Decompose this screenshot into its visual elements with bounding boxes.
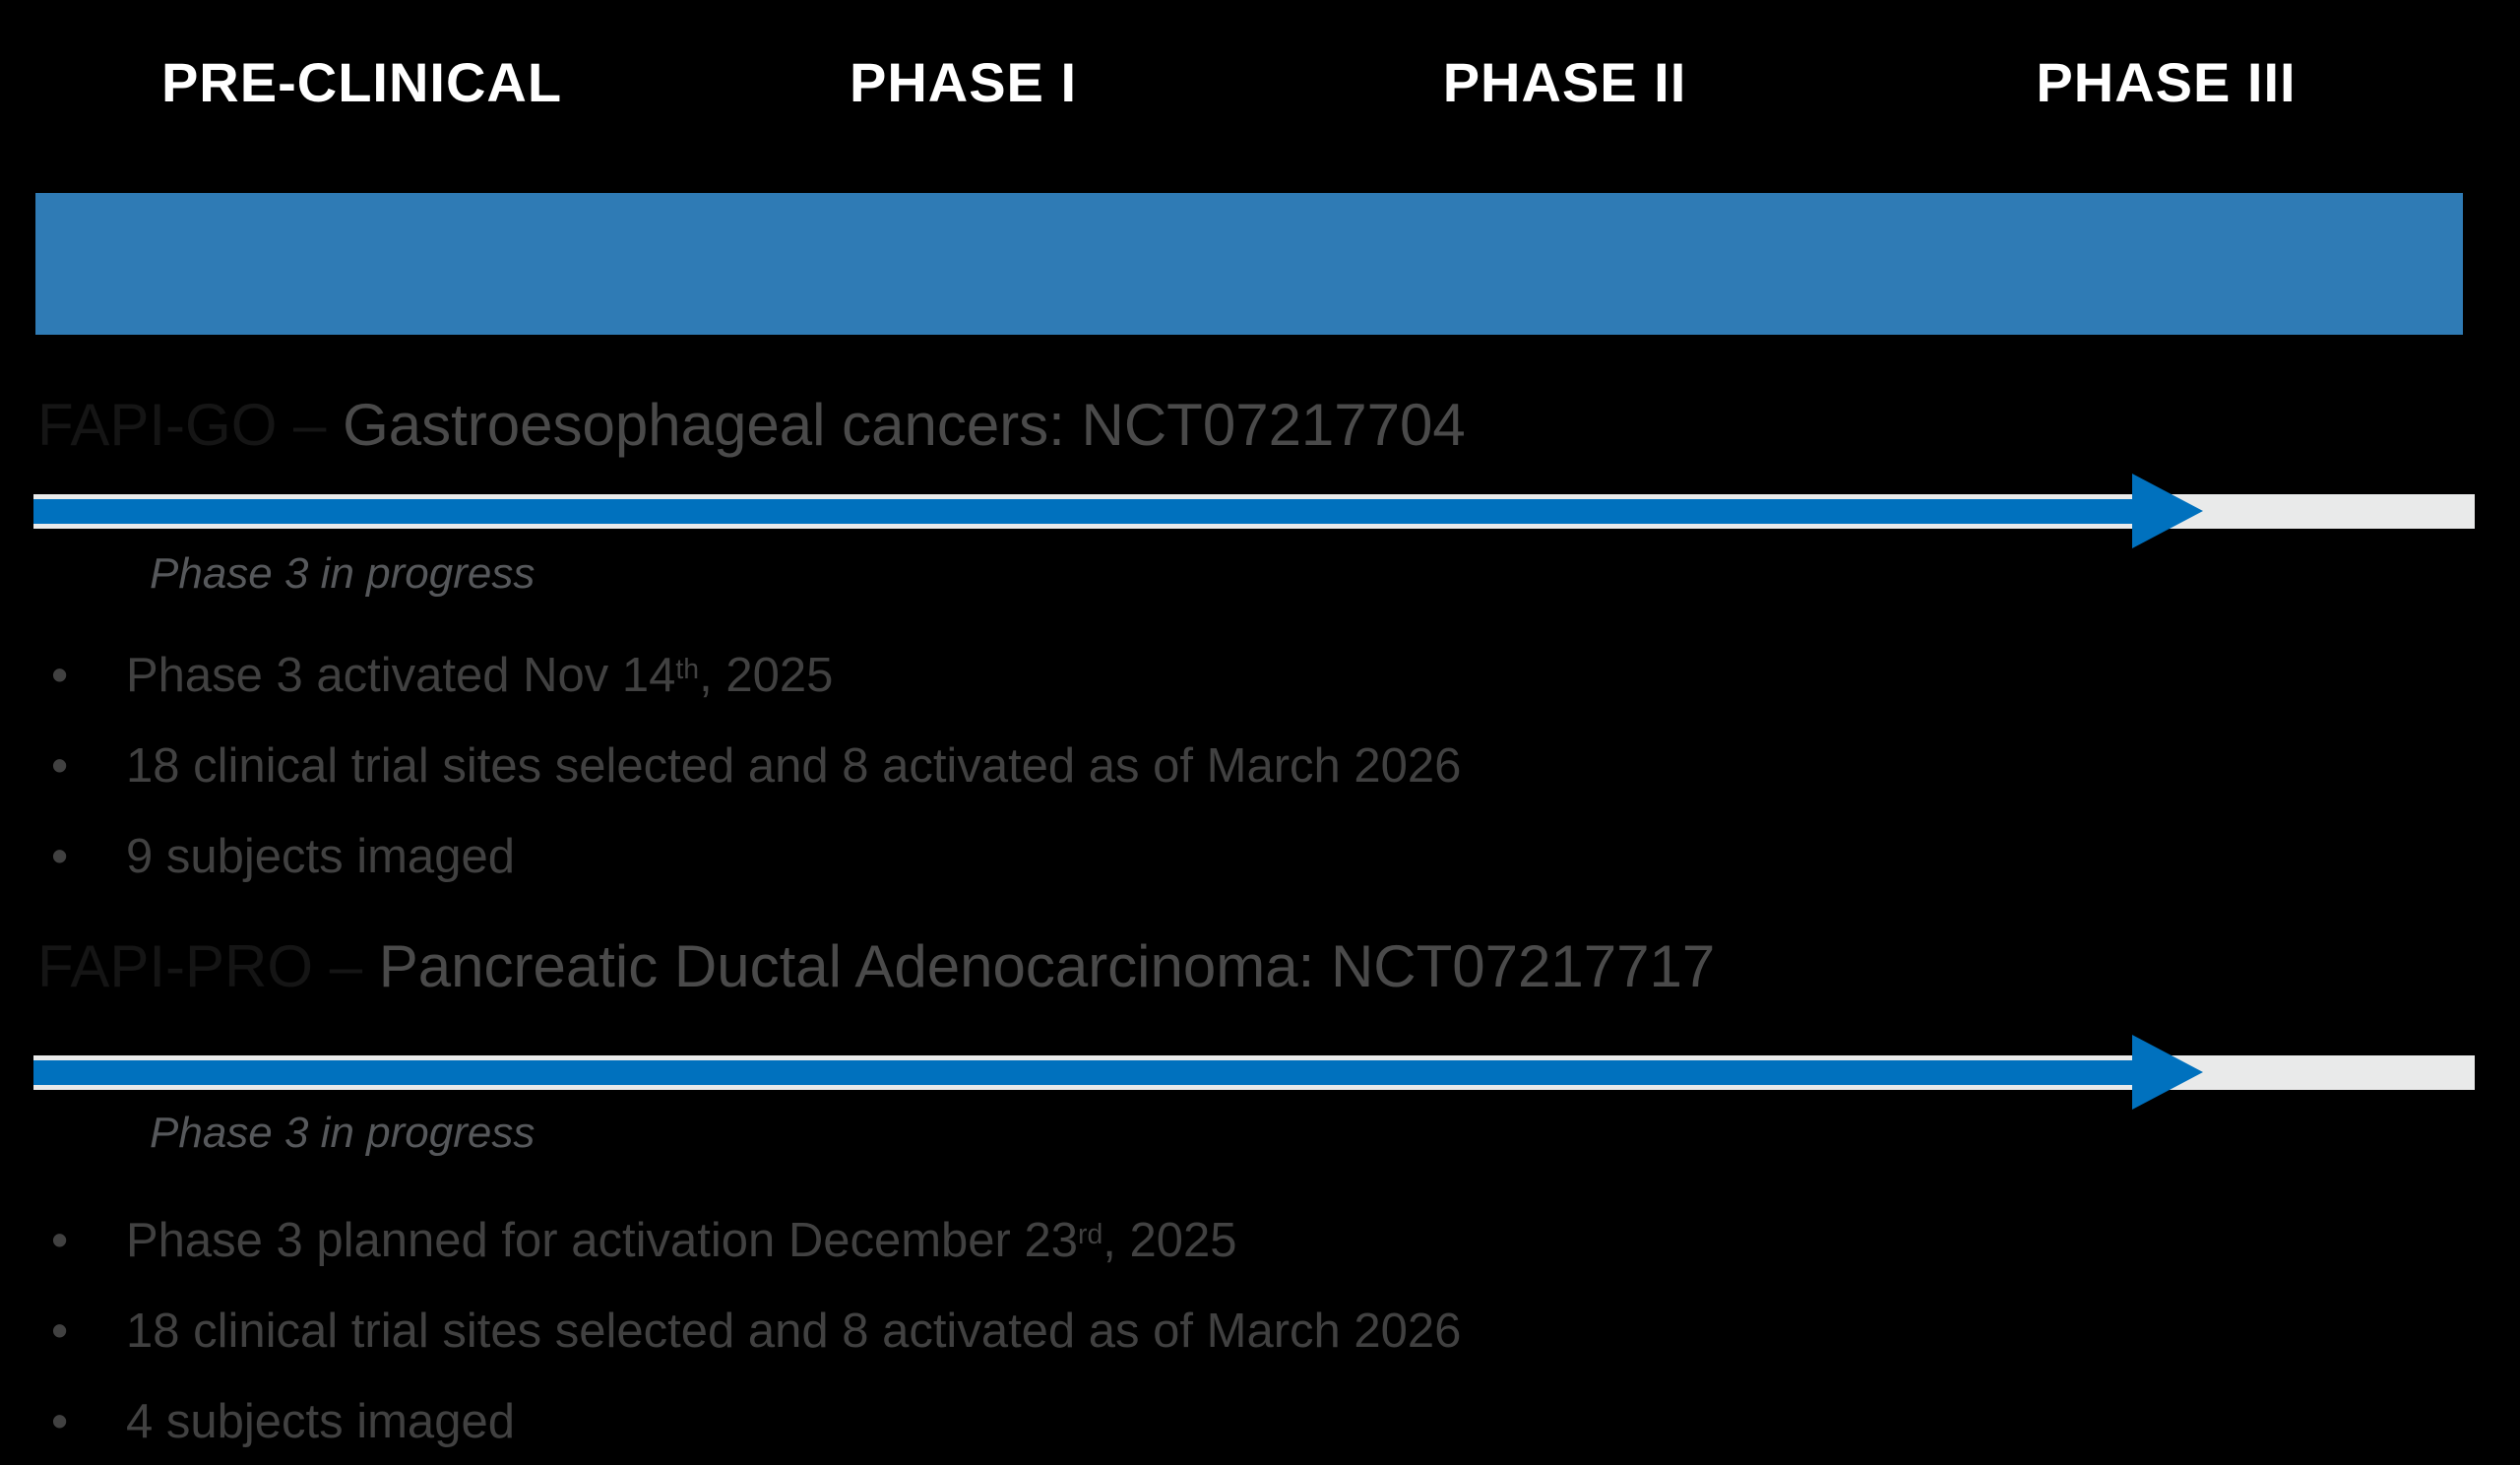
list-item: • 18 clinical trial sites selected and 8 … — [35, 725, 1461, 815]
timeline-arrowhead-icon — [2132, 474, 2203, 548]
timeline-arrow-shaft — [33, 1060, 2132, 1085]
ordinal-suffix: th — [675, 654, 700, 686]
bullet-icon: • — [51, 1214, 69, 1267]
list-item: • Phase 3 activated Nov 14th, 2025 — [35, 634, 1461, 725]
bullet-text: Phase 3 activated Nov 14 — [126, 649, 676, 702]
program-name: FAPI-PRO – — [37, 933, 379, 999]
bullet-icon: • — [51, 649, 69, 702]
bullet-text: 18 clinical trial sites selected and 8 a… — [126, 1305, 1462, 1358]
phase-label-phase1: PHASE I — [849, 51, 1078, 113]
bullet-icon: • — [51, 1305, 69, 1358]
bullet-icon: • — [51, 739, 69, 793]
section-title-fapi-go: FAPI-GO – Gastroesophageal cancers: NCT0… — [37, 390, 1466, 461]
bullet-text: 9 subjects imaged — [126, 830, 515, 883]
bullet-icon: • — [51, 830, 69, 883]
bullet-list-fapi-pro: • Phase 3 planned for activation December… — [35, 1199, 1461, 1465]
phase-header-bar — [35, 193, 2463, 335]
list-item: • 4 subjects imaged — [35, 1380, 1461, 1465]
bullet-text: 18 clinical trial sites selected and 8 a… — [126, 739, 1462, 793]
list-item: • 18 clinical trial sites selected and 8 … — [35, 1290, 1461, 1380]
phase-header-row: PRE-CLINICAL PHASE I PHASE II PHASE III — [61, 51, 2467, 114]
list-item: • 9 subjects imaged — [35, 815, 1461, 906]
list-item: • Phase 3 planned for activation December… — [35, 1199, 1461, 1290]
ordinal-suffix: rd — [1077, 1219, 1103, 1251]
timeline-arrowhead-icon — [2132, 1035, 2203, 1110]
phase-label-phase2: PHASE II — [1442, 51, 1687, 113]
status-label: Phase 3 in progress — [150, 1109, 536, 1157]
phase-label-preclinical: PRE-CLINICAL — [160, 51, 563, 113]
bullet-list-fapi-go: • Phase 3 activated Nov 14th, 2025 • 18 cl… — [35, 634, 1461, 906]
bullet-text: 4 subjects imaged — [126, 1395, 515, 1448]
bullet-text-tail: , 2025 — [699, 649, 834, 702]
program-indication: Pancreatic Ductal Adenocarcinoma: NCT072… — [378, 933, 1716, 999]
program-name: FAPI-GO – — [37, 392, 344, 458]
timeline-arrow-shaft — [33, 499, 2132, 524]
bullet-text-tail: , 2025 — [1102, 1214, 1237, 1267]
program-indication: Gastroesophageal cancers: NCT07217704 — [343, 392, 1466, 458]
section-title-fapi-pro: FAPI-PRO – Pancreatic Ductal Adenocarcin… — [37, 931, 1715, 1002]
bullet-text: Phase 3 planned for activation December … — [126, 1214, 1078, 1267]
bullet-icon: • — [51, 1395, 69, 1448]
status-label: Phase 3 in progress — [150, 549, 536, 598]
phase-label-phase3: PHASE III — [2036, 51, 2297, 113]
